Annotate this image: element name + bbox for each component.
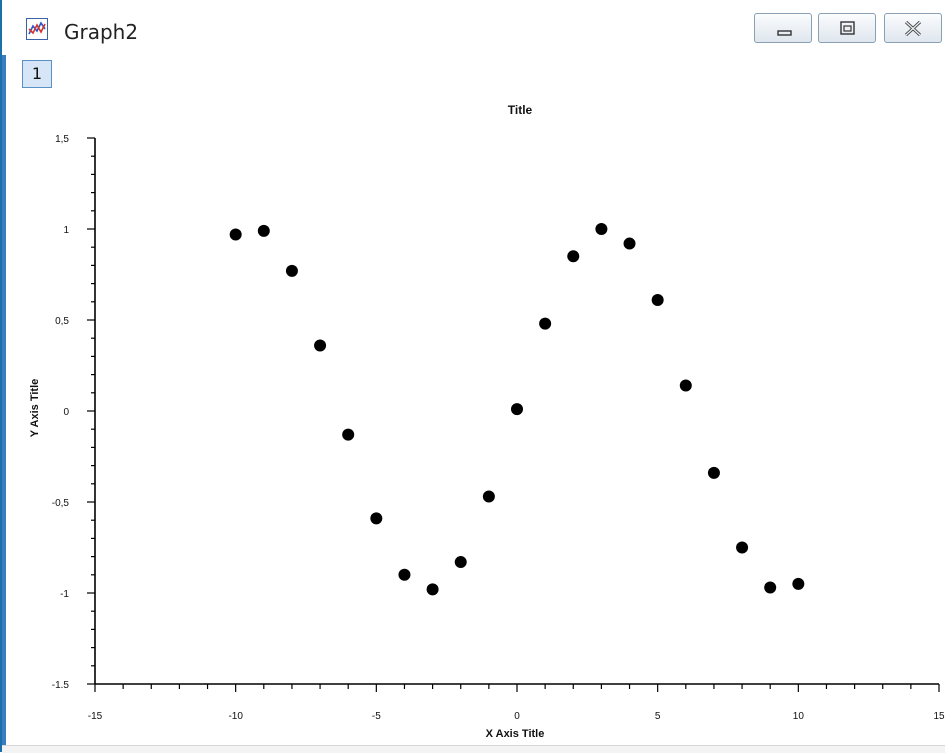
window-bottom-edge xyxy=(2,745,945,753)
y-tick-label: 0 xyxy=(63,407,69,418)
graph-page-tab[interactable]: 1 xyxy=(22,60,52,88)
data-point xyxy=(595,223,608,235)
data-point xyxy=(398,568,411,581)
data-point xyxy=(285,264,298,277)
data-point xyxy=(370,512,383,525)
y-tick-label: 1,5 xyxy=(55,134,69,145)
minimize-button[interactable] xyxy=(754,13,812,43)
data-point xyxy=(511,403,523,416)
x-tick-label: -15 xyxy=(88,711,103,722)
maximize-icon xyxy=(840,21,855,35)
data-point xyxy=(426,583,439,596)
data-point xyxy=(707,466,720,479)
data-point xyxy=(257,224,270,237)
x-axis-title: X Axis Title xyxy=(486,728,545,740)
y-tick-label: 0,5 xyxy=(55,316,69,327)
data-point xyxy=(454,556,467,569)
data-point xyxy=(736,541,749,554)
scatter-chart: Title 1,5 1 0,5 0 -0,5 -1 -1.5 -15 -10 -5 0 5 10 15 X A… xyxy=(29,103,945,740)
close-icon xyxy=(904,20,922,37)
graph-icon xyxy=(26,18,48,40)
x-tick-label: -5 xyxy=(372,711,381,722)
x-tick-label: 10 xyxy=(793,711,805,722)
x-tick-label: 15 xyxy=(933,711,945,722)
data-point xyxy=(314,339,327,352)
window-titlebar[interactable]: Graph2 xyxy=(2,0,945,55)
y-tick-label: -0,5 xyxy=(52,498,70,509)
data-point xyxy=(792,577,805,590)
minimize-icon xyxy=(777,30,792,36)
x-tick-label: 5 xyxy=(655,711,661,722)
maximize-button[interactable] xyxy=(818,13,876,43)
data-point xyxy=(342,428,355,441)
data-point xyxy=(567,250,580,263)
window-left-border xyxy=(2,0,6,752)
data-point xyxy=(539,317,552,330)
x-tick-label: -10 xyxy=(228,711,243,722)
close-button[interactable] xyxy=(884,13,942,43)
chart-title: Title xyxy=(508,103,533,117)
data-point xyxy=(679,379,692,392)
y-axis-title: Y Axis Title xyxy=(29,379,41,438)
window-title: Graph2 xyxy=(64,20,139,44)
y-tick-label: -1.5 xyxy=(52,680,70,691)
x-tick-label: 0 xyxy=(514,711,520,722)
data-point xyxy=(229,228,242,241)
y-tick-label: -1 xyxy=(60,589,69,600)
y-tick-label: 1 xyxy=(63,225,69,236)
data-point xyxy=(764,581,777,594)
data-point xyxy=(651,293,664,306)
data-point xyxy=(623,237,636,250)
data-point xyxy=(482,490,495,503)
